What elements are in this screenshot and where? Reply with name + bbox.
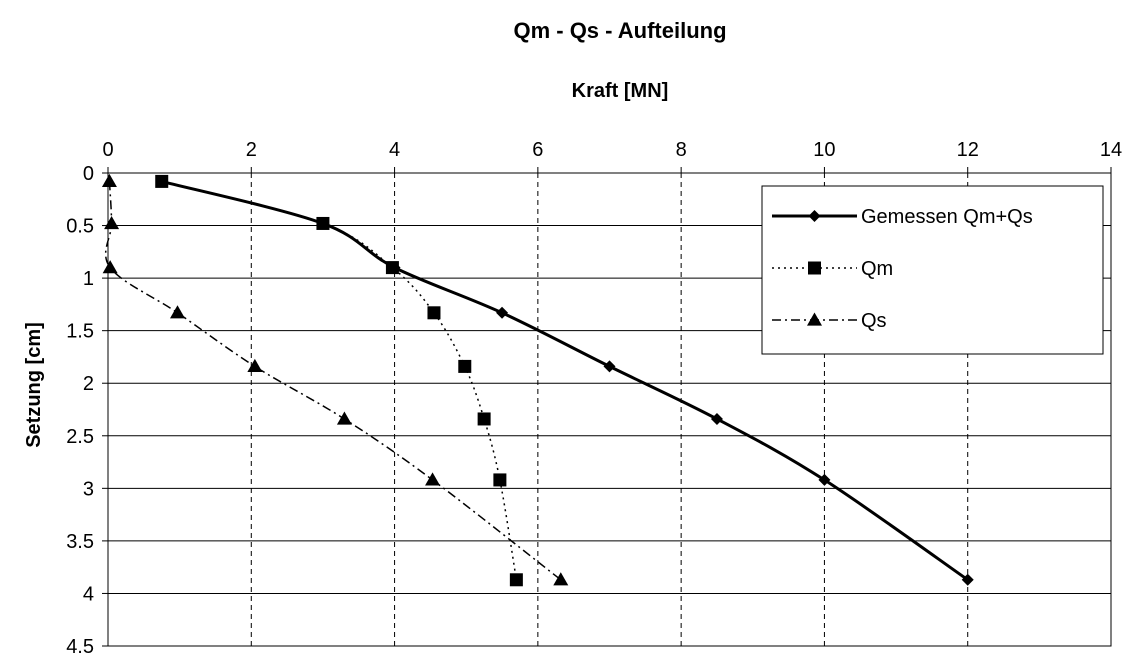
data-point (101, 173, 117, 188)
x-tick-label: 6 (532, 139, 543, 161)
y-tick-labels: 0 0.5 1 1.5 2 2.5 3 3.5 4 4.5 (66, 163, 94, 657)
data-point (316, 216, 330, 230)
chart-title: Qm - Qs - Aufteilung (513, 18, 726, 43)
x-tick-label: 2 (246, 139, 257, 161)
legend-marker (808, 261, 821, 275)
legend-label: Gemessen Qm+Qs (861, 206, 1033, 228)
data-point (385, 261, 399, 275)
data-point (509, 573, 523, 587)
data-point (247, 358, 263, 373)
data-point (104, 215, 120, 230)
data-point (961, 573, 974, 586)
y-tick-label: 4 (83, 583, 94, 605)
data-point (425, 472, 441, 486)
series-line (105, 181, 562, 581)
series-layer (101, 173, 974, 587)
data-point (427, 306, 441, 320)
y-tick-label: 3.5 (66, 531, 94, 553)
data-point (603, 360, 616, 373)
data-point (553, 572, 569, 586)
data-point (477, 412, 491, 426)
y-tick-label: 3 (83, 478, 94, 500)
series-square (155, 174, 523, 587)
data-point (818, 473, 831, 486)
data-point (155, 174, 169, 188)
legend-label: Qs (861, 310, 887, 332)
y-tick-label: 4.5 (66, 636, 94, 657)
legend: Gemessen Qm+Qs Qm Qs (761, 185, 1104, 355)
x-tick-label: 10 (813, 139, 835, 161)
x-tick-label: 14 (1100, 139, 1122, 161)
plot-area (107, 172, 1112, 647)
legend-label: Qm (861, 258, 893, 280)
x-tick-label: 8 (676, 139, 687, 161)
data-point (169, 305, 185, 319)
data-point (336, 411, 352, 425)
y-axis-title: Setzung [cm] (23, 322, 45, 448)
y-tick-label: 2 (83, 373, 94, 395)
data-point (710, 412, 723, 425)
y-tick-label: 0 (83, 163, 94, 185)
data-point (493, 473, 507, 487)
data-point (102, 260, 118, 274)
series-triangle (101, 173, 569, 586)
data-point (496, 306, 509, 319)
x-tick-label: 12 (957, 139, 979, 161)
legend-marker (807, 312, 822, 326)
x-axis-title: Kraft [MN] (572, 80, 669, 102)
legend-marker (808, 210, 821, 222)
y-tick-label: 0.5 (66, 216, 94, 238)
series-line (161, 180, 518, 580)
y-tick-label: 1 (83, 268, 94, 290)
data-point (458, 359, 472, 373)
y-tick-label: 1.5 (66, 321, 94, 343)
x-tick-label: 0 (102, 139, 113, 161)
y-tick-label: 2.5 (66, 426, 94, 448)
x-tick-label: 4 (389, 139, 400, 161)
x-tick-labels: 0 2 4 6 8 10 12 14 (102, 139, 1122, 161)
